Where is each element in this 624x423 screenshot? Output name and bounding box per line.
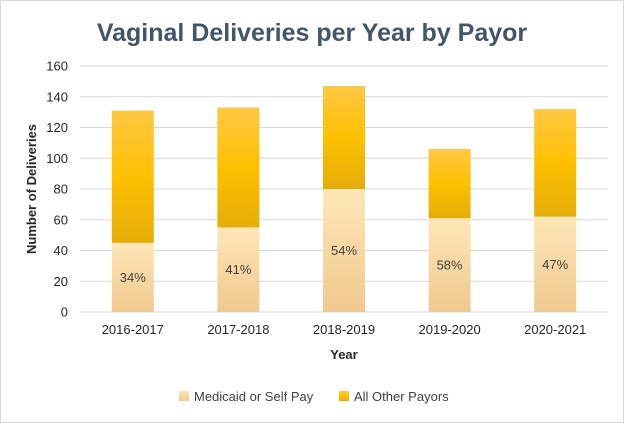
data-label: 34%: [120, 270, 146, 285]
y-tick-label: 20: [54, 274, 68, 289]
x-tick-label: 2016-2017: [102, 322, 164, 337]
legend-label-other-payors: All Other Payors: [354, 389, 449, 404]
y-tick-label: 120: [46, 120, 68, 135]
x-tick-label: 2018-2019: [313, 322, 375, 337]
y-tick-label: 100: [46, 151, 68, 166]
y-tick-label: 0: [61, 305, 68, 320]
bar-all-other-payors: [428, 149, 471, 219]
y-tick-label: 140: [46, 89, 68, 104]
legend-swatch-other-payors: [339, 391, 349, 401]
x-axis-title: Year: [330, 347, 357, 362]
x-tick-label: 2019-2020: [419, 322, 481, 337]
x-tick-label: 2020-2021: [524, 322, 586, 337]
legend: Medicaid or Self Pay All Other Payors: [179, 389, 449, 404]
bar-medicaid-self-pay: [217, 227, 260, 312]
chart-title: Vaginal Deliveries per Year by Payor: [97, 19, 528, 47]
data-label: 54%: [331, 243, 357, 258]
data-label: 47%: [542, 257, 568, 272]
y-tick-label: 160: [46, 59, 68, 74]
y-tick-label: 60: [54, 212, 68, 227]
y-tick-label: 80: [54, 182, 68, 197]
data-label: 58%: [437, 258, 463, 273]
bar-all-other-payors: [323, 85, 365, 189]
bars: 34% 41% 54% 58% 47%: [111, 85, 577, 312]
y-axis-title: Number of Deliveries: [24, 124, 39, 254]
bar-medicaid-self-pay: [323, 189, 365, 312]
legend-swatch-medicaid: [179, 391, 189, 401]
legend-label-medicaid: Medicaid or Self Pay: [194, 389, 314, 404]
bar-all-other-payors: [534, 109, 577, 217]
bar-medicaid-self-pay: [111, 242, 154, 312]
y-axis-ticks: 0 20 40 60 80 100 120 140 160: [46, 59, 68, 320]
data-label: 41%: [225, 262, 251, 277]
bar-medicaid-self-pay: [534, 216, 577, 312]
x-axis-ticks: 2016-2017 2017-2018 2018-2019 2019-2020 2020…: [102, 322, 587, 337]
bar-all-other-payors: [111, 110, 154, 243]
x-tick-label: 2017-2018: [207, 322, 269, 337]
bar-medicaid-self-pay: [428, 218, 471, 312]
bar-all-other-payors: [217, 107, 260, 228]
y-tick-label: 40: [54, 243, 68, 258]
